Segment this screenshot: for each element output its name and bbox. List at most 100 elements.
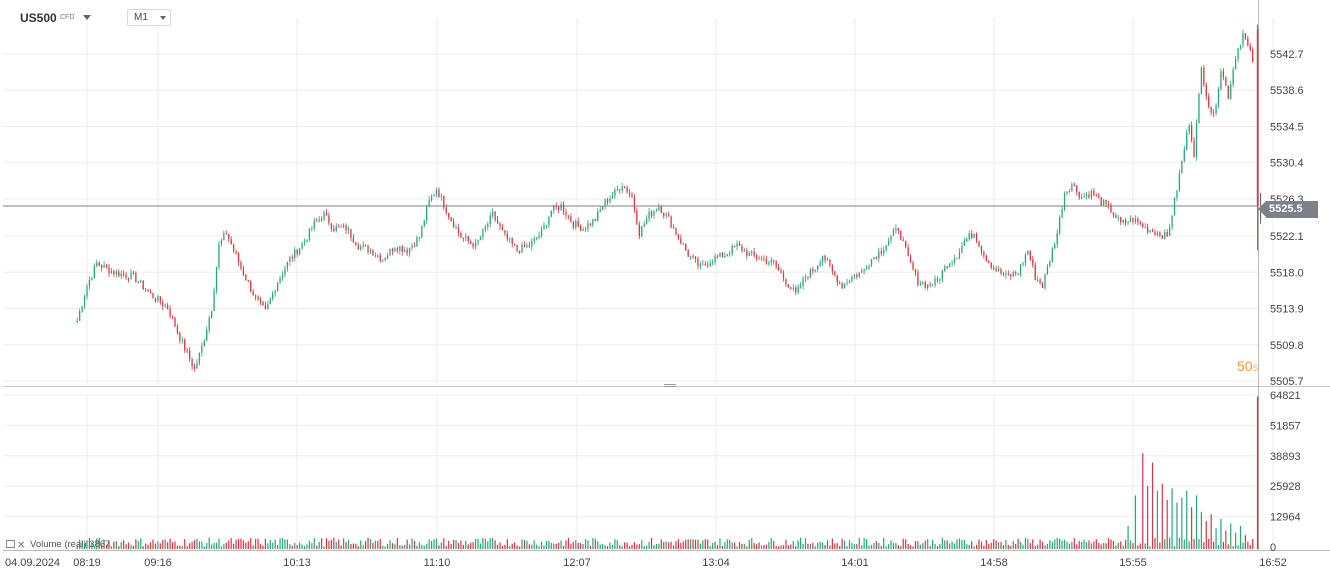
candle-body <box>545 225 548 227</box>
candle-body <box>291 257 293 259</box>
candle-body <box>316 220 318 222</box>
candle-body <box>1076 185 1078 192</box>
candle-body <box>975 233 978 242</box>
candle-body <box>922 282 924 284</box>
volume-settings-icon[interactable] <box>6 540 15 548</box>
candle-body <box>680 238 682 244</box>
candle-body <box>594 219 596 221</box>
candle-body <box>858 272 860 277</box>
candle-body <box>648 211 650 219</box>
time-tick-label: 08:19 <box>73 557 101 569</box>
candle-body <box>198 352 201 363</box>
candle-body <box>709 263 711 266</box>
candle-body <box>748 252 750 256</box>
candle-body <box>1110 204 1112 213</box>
price-tick-label: 5530.4 <box>1270 158 1304 170</box>
candle-body <box>968 233 970 239</box>
candle-body <box>582 228 584 231</box>
candle-body <box>259 299 262 302</box>
candle-body <box>389 248 391 256</box>
candle-body <box>360 246 362 250</box>
candle-body <box>753 251 755 256</box>
candle-body <box>1037 279 1039 281</box>
candle-body <box>147 289 149 292</box>
candle-body <box>98 262 100 266</box>
candle-body <box>230 238 232 245</box>
candle-body <box>145 289 147 291</box>
candle-body <box>1234 59 1237 70</box>
candle-body <box>1186 132 1188 150</box>
candle-body <box>978 241 980 247</box>
candle-body <box>272 293 274 299</box>
candle-body <box>580 225 582 231</box>
candle-body <box>298 248 301 255</box>
candle-body <box>861 271 863 273</box>
candle-body <box>501 226 504 231</box>
candle-body <box>804 277 807 279</box>
candle-body <box>1215 105 1217 114</box>
time-tick-label: 14:58 <box>980 557 1008 569</box>
candle-body <box>584 228 587 230</box>
candle-body <box>711 261 714 264</box>
candle-body <box>1078 191 1080 198</box>
candle-body <box>846 282 848 284</box>
candle-body <box>149 291 152 294</box>
candle-body <box>1225 77 1227 86</box>
candle-body <box>682 243 684 245</box>
candle-body <box>621 186 623 191</box>
candle-body <box>1134 218 1137 222</box>
candle-body <box>1071 184 1073 191</box>
candle-body <box>372 250 374 256</box>
timeframe-select[interactable]: M1 <box>127 9 171 26</box>
candle-body <box>171 316 174 318</box>
candle-body <box>536 237 538 239</box>
candle-body <box>1098 195 1100 198</box>
candle-body <box>697 259 699 267</box>
candle-body <box>154 298 157 301</box>
candle-body <box>741 245 743 252</box>
volume-close-icon[interactable]: ✕ <box>17 540 26 551</box>
candle-body <box>232 244 235 251</box>
candle-body <box>433 194 435 197</box>
price-tick-label: 5534.5 <box>1270 121 1304 133</box>
candle-body <box>1061 209 1063 218</box>
candle-body <box>782 273 785 279</box>
price-tag-arrow <box>1258 201 1266 217</box>
volume-tick-label: 12964 <box>1270 512 1301 524</box>
candle-body <box>638 224 640 237</box>
candle-body <box>123 273 125 275</box>
candle-body <box>883 250 885 254</box>
symbol-dropdown-chevron-icon[interactable] <box>83 15 91 20</box>
candle-body <box>841 282 843 289</box>
candle-body <box>152 293 154 299</box>
candle-body <box>870 259 873 267</box>
candle-body <box>689 256 692 258</box>
candle-body <box>482 229 484 237</box>
pane-resize-handle[interactable] <box>664 384 676 387</box>
candle-body <box>267 303 269 310</box>
candle-body <box>817 265 819 270</box>
candle-body <box>487 224 489 227</box>
candle-body <box>865 268 868 270</box>
candle-body <box>1019 264 1022 275</box>
candle-body <box>814 269 816 272</box>
candle-body <box>1032 259 1034 265</box>
candle-body <box>807 277 809 279</box>
candle-body <box>685 243 687 251</box>
candle-body <box>1010 274 1012 277</box>
candle-body <box>716 256 719 258</box>
candle-body <box>924 282 926 288</box>
candle-body <box>836 275 838 283</box>
candle-body <box>1120 217 1122 223</box>
candle-body <box>905 240 907 248</box>
candle-body <box>785 278 787 285</box>
candle-body <box>457 227 460 234</box>
candle-body <box>191 359 193 367</box>
time-tick-label: 10:13 <box>283 557 311 569</box>
candle-body <box>499 223 501 227</box>
symbol-label[interactable]: US500 <box>20 11 57 25</box>
candle-body <box>83 296 86 307</box>
candle-body <box>440 195 443 198</box>
candle-body <box>645 218 648 225</box>
